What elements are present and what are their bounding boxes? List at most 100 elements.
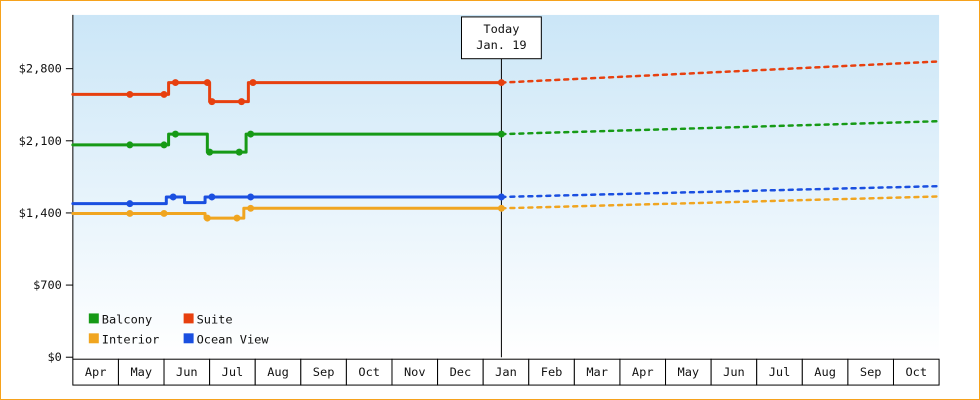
series-point [160,90,168,98]
month-cell: Oct [892,358,940,386]
month-cell-box [437,358,484,386]
series-point [126,90,134,98]
series-line-projection [500,119,941,136]
series-point [497,130,505,138]
series-interior [71,195,941,222]
month-cell: Jun [163,358,211,386]
month-cell-box [254,358,302,386]
legend-swatch [183,313,194,324]
y-tick-label: $0 [47,350,61,364]
series-point [497,79,505,87]
y-tick-label: $1,400 [19,206,62,220]
month-cell: Sep [847,358,894,386]
legend-swatch [88,333,99,344]
month-label: Jun [723,365,745,379]
series-line-solid [71,195,503,206]
legend-swatch [88,313,99,324]
x-axis: Apr May Jun Jul Aug Sep Oct Nov Dec Jan Feb Mar Apr M… [72,358,940,386]
month-cell: Jul [756,358,803,386]
month-cell: May [665,358,712,386]
series-line-solid [71,132,503,154]
month-label: Sep [860,365,882,379]
plot-background [72,14,940,358]
month-cell: Apr [619,358,667,386]
y-axis: $0 $700 $1,400 $2,100 $2,800 [19,14,74,364]
series-suite [71,60,941,106]
legend-item-suite: Suite [183,312,233,326]
month-cell-box [619,358,667,386]
series-point [238,98,246,106]
legend-item-interior: Interior [88,332,160,346]
month-cell: Oct [345,358,393,386]
month-label: Oct [905,365,927,379]
series-balcony [71,119,941,156]
series-ocean-view [71,184,941,208]
series-point [160,209,168,217]
month-cell-box [482,358,530,386]
month-cell: Nov [391,358,439,386]
series-point [126,141,134,149]
month-label: Feb [541,365,563,379]
month-cell: Mar [573,358,621,386]
month-cell: Jul [209,358,256,386]
month-cell-box [801,358,849,386]
month-cell: May [117,358,165,386]
month-label: Nov [404,365,426,379]
series-point [203,214,211,222]
legend-label: Interior [102,332,160,346]
month-cell-box [573,358,621,386]
series-point [126,200,134,208]
today-label-line2: Jan. 19 [476,38,526,52]
series-point [126,209,134,217]
series-point [208,98,216,106]
series-point [247,204,255,212]
series-line-solid [71,81,503,104]
legend-label: Balcony [102,312,152,326]
series-point [497,204,505,212]
month-label: Sep [313,365,335,379]
month-cell: Jun [710,358,758,386]
series-point [203,79,211,87]
month-cell-box [209,358,256,386]
month-cell: Apr [72,358,119,386]
y-tick-label: $2,100 [19,134,62,148]
month-cell-box [72,358,119,386]
month-cell-box [847,358,894,386]
month-label: Oct [358,365,380,379]
legend-swatch [183,333,194,344]
month-cell-box [391,358,439,386]
month-label: May [130,365,152,379]
series-point [171,79,179,87]
month-label: Aug [267,365,289,379]
series-point [208,193,216,201]
month-label: Jul [222,365,244,379]
series-point [247,130,255,138]
today-label-box [460,16,542,60]
month-cell: Dec [437,358,484,386]
today-label-line1: Today [483,22,519,36]
month-cell-box [300,358,347,386]
legend-item-ocean-view: Ocean View [183,332,269,346]
series-point [233,214,241,222]
series-line-projection [500,195,941,210]
month-label: Jul [769,365,791,379]
series-line-projection [500,184,941,199]
month-label: Aug [814,365,836,379]
month-label: Apr [632,365,654,379]
series-point [249,79,257,87]
month-label: Jun [176,365,198,379]
legend-label: Suite [197,312,233,326]
series-point [247,193,255,201]
month-cell-box [665,358,712,386]
series-line-projection [500,60,941,84]
series-point [171,130,179,138]
month-cell: Aug [801,358,849,386]
series-point [497,193,505,201]
month-cell-box [345,358,393,386]
y-tick-label: $700 [33,278,62,292]
y-tick-label: $2,800 [19,62,62,76]
month-cell: Jan [482,358,530,386]
legend-item-balcony: Balcony [88,312,152,326]
